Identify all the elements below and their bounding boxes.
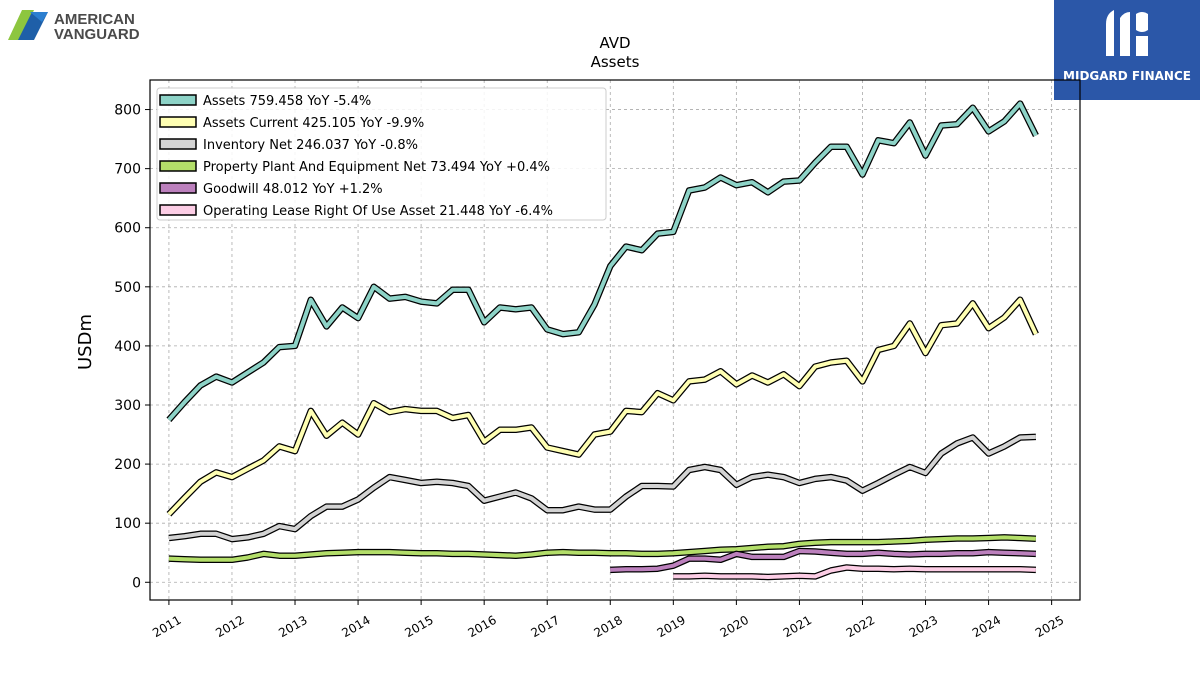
- legend-box: [156, 87, 607, 221]
- y-tick-label: 500: [114, 280, 141, 296]
- y-tick-label: 600: [114, 221, 141, 237]
- x-tick-label: 2016: [465, 613, 498, 640]
- legend-swatch: [159, 138, 197, 150]
- series-line: [168, 535, 1037, 562]
- logo-text-line1: AMERICAN: [54, 11, 135, 28]
- x-tick-label: 2011: [150, 613, 183, 640]
- series-line: [673, 565, 1036, 579]
- y-axis: 0 100 200 300 400 500 600 700 800: [114, 103, 150, 591]
- chart-subtitle: Assets: [591, 53, 640, 71]
- y-tick-label: 800: [114, 103, 141, 119]
- series-lines: [166, 100, 1039, 581]
- y-axis-label: USDm: [75, 314, 96, 370]
- x-tick-label: 2025: [1033, 613, 1066, 640]
- x-tick-label: 2020: [718, 613, 751, 640]
- legend-label: Assets Current 425.105 YoY -9.9%: [203, 116, 424, 131]
- american-vanguard-logo: AMERICAN VANGUARD: [8, 10, 140, 43]
- y-tick-label: 700: [114, 162, 141, 178]
- plot-frame: [149, 79, 1081, 601]
- y-tick-label: 300: [114, 398, 141, 414]
- midgard-finance-logo: MIDGARD FINANCE: [1054, 0, 1200, 100]
- y-tick-label: 200: [114, 457, 141, 473]
- x-tick-label: 2015: [402, 613, 435, 640]
- x-axis: 2011 2012 2013 2014 2015 2016 2017 2018 2019 2020…: [150, 600, 1066, 640]
- y-tick-label: 0: [132, 575, 141, 591]
- x-tick-label: 2018: [592, 613, 625, 640]
- legend-label: Operating Lease Right Of Use Asset 21.44…: [203, 204, 553, 219]
- x-tick-label: 2012: [213, 613, 246, 640]
- series-line: [610, 549, 1036, 572]
- x-tick-label: 2014: [339, 613, 372, 640]
- x-tick-label: 2017: [528, 613, 561, 640]
- legend-swatch: [159, 160, 197, 172]
- x-tick-label: 2019: [655, 613, 688, 640]
- x-tick-label: 2024: [970, 613, 1003, 640]
- y-tick-label: 400: [114, 339, 141, 355]
- legend-swatch: [159, 204, 197, 216]
- legend-swatch: [159, 182, 197, 194]
- midgard-emblem-icon: [1106, 10, 1148, 56]
- legend: Assets 759.458 YoY -5.4% Assets Current 4…: [156, 87, 607, 221]
- legend-swatch: [159, 116, 197, 128]
- midgard-brand-text: MIDGARD FINANCE: [1063, 69, 1191, 83]
- series-line: [167, 101, 1038, 422]
- legend-label: Goodwill 48.012 YoY +1.2%: [203, 182, 383, 197]
- logo-text-line2: VANGUARD: [54, 26, 140, 43]
- x-tick-label: 2023: [907, 613, 940, 640]
- legend-label: Assets 759.458 YoY -5.4%: [203, 94, 371, 109]
- x-tick-label: 2021: [781, 613, 814, 640]
- legend-label: Inventory Net 246.037 YoY -0.8%: [203, 138, 418, 153]
- series-line: [168, 434, 1036, 542]
- chart-title: AVD: [599, 34, 630, 52]
- x-tick-label: 2022: [844, 613, 877, 640]
- series-line: [167, 297, 1038, 516]
- y-tick-label: 100: [114, 516, 141, 532]
- legend-swatch: [159, 94, 197, 106]
- x-tick-label: 2013: [276, 613, 309, 640]
- legend-label: Property Plant And Equipment Net 73.494 …: [203, 160, 550, 175]
